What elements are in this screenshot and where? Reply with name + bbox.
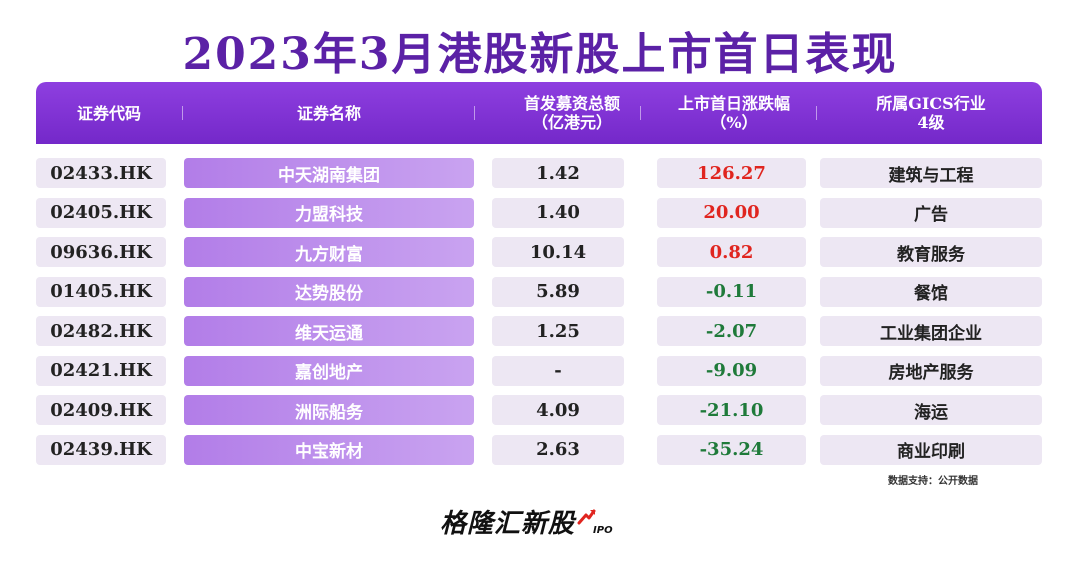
cell-industry: 工业集团企业 [820, 316, 1042, 346]
header-name: 证券名称 [184, 82, 474, 144]
header-divider [474, 106, 475, 120]
table-row: 02409.HK 洲际船务 4.09 -21.10 海运 [0, 395, 1080, 425]
source-note: 数据支持：公开数据 [888, 476, 978, 487]
cell-industry: 教育服务 [820, 237, 1042, 267]
cell-amount: 1.40 [492, 197, 624, 228]
header-change-line1: 上市首日涨跌幅 [677, 94, 790, 113]
cell-amount: 1.25 [492, 316, 624, 346]
cell-name: 九方财富 [184, 237, 474, 267]
table-row: 02405.HK 力盟科技 1.40 20.00 广告 [0, 197, 1080, 228]
table-row: 09636.HK 九方财富 10.14 0.82 教育服务 [0, 237, 1080, 267]
header-change-line2: （%） [710, 113, 758, 132]
page-title: 2023年3月港股新股上市首日表现 [182, 29, 898, 80]
cell-name: 力盟科技 [184, 197, 474, 228]
header-change: 上市首日涨跌幅 （%） [646, 82, 822, 144]
cell-change: -35.24 [657, 434, 806, 465]
header-industry: 所属GICS行业 4级 [820, 82, 1042, 144]
cell-industry: 商业印刷 [820, 434, 1042, 465]
table-row: 02482.HK 维天运通 1.25 -2.07 工业集团企业 [0, 316, 1080, 346]
header-industry-line2: 4级 [917, 113, 945, 132]
cell-code: 02482.HK [36, 316, 166, 346]
cell-change: 0.82 [657, 237, 806, 267]
cell-amount: 10.14 [492, 237, 624, 267]
header-divider [182, 106, 183, 120]
logo-ipo-text: IPO [593, 525, 613, 536]
cell-name: 中宝新材 [184, 434, 474, 465]
cell-amount: 2.63 [492, 434, 624, 465]
header-amount-line2: （亿港元） [531, 113, 612, 132]
header-amount-line1: 首发募资总额 [523, 94, 620, 113]
cell-change: -2.07 [657, 316, 806, 346]
cell-code: 02439.HK [36, 434, 166, 465]
table-row: 02439.HK 中宝新材 2.63 -35.24 商业印刷 [0, 434, 1080, 465]
trend-up-arrow-icon [577, 509, 596, 525]
header-industry-line1: 所属GICS行业 [876, 94, 986, 113]
cell-change: 20.00 [657, 197, 806, 228]
cell-industry: 建筑与工程 [820, 158, 1042, 188]
cell-amount: 4.09 [492, 395, 624, 425]
cell-amount: 5.89 [492, 276, 624, 307]
cell-code: 02433.HK [36, 158, 166, 188]
header-amount: 首发募资总额 （亿港元） [484, 82, 660, 144]
cell-change: -0.11 [657, 276, 806, 307]
table-header: 证券代码 证券名称 首发募资总额 （亿港元） 上市首日涨跌幅 （%） 所属GIC… [36, 82, 1042, 144]
cell-name: 达势股份 [184, 276, 474, 307]
brand-logo: 格隆汇新股 IPO [440, 500, 613, 540]
cell-amount: - [492, 355, 624, 386]
header-name-label: 证券名称 [296, 103, 361, 123]
table-row: 02421.HK 嘉创地产 - -9.09 房地产服务 [0, 355, 1080, 386]
cell-code: 02405.HK [36, 197, 166, 228]
cell-code: 09636.HK [36, 237, 166, 267]
cell-industry: 海运 [820, 395, 1042, 425]
cell-change: 126.27 [657, 158, 806, 188]
cell-code: 02421.HK [36, 355, 166, 386]
header-code-label: 证券代码 [76, 103, 141, 123]
cell-amount: 1.42 [492, 158, 624, 188]
cell-industry: 房地产服务 [820, 355, 1042, 386]
table-row: 02433.HK 中天湖南集团 1.42 126.27 建筑与工程 [0, 158, 1080, 188]
cell-industry: 餐馆 [820, 276, 1042, 307]
cell-name: 嘉创地产 [184, 355, 474, 386]
cell-change: -9.09 [657, 355, 806, 386]
cell-name: 维天运通 [184, 316, 474, 346]
logo-text: 格隆汇新股 [440, 509, 576, 539]
table-row: 01405.HK 达势股份 5.89 -0.11 餐馆 [0, 276, 1080, 307]
header-divider [640, 106, 641, 120]
cell-name: 洲际船务 [184, 395, 474, 425]
cell-industry: 广告 [820, 197, 1042, 228]
cell-change: -21.10 [657, 395, 806, 425]
header-divider [816, 106, 817, 120]
cell-code: 01405.HK [36, 276, 166, 307]
header-code: 证券代码 [36, 82, 182, 144]
cell-name: 中天湖南集团 [184, 158, 474, 188]
cell-code: 02409.HK [36, 395, 166, 425]
